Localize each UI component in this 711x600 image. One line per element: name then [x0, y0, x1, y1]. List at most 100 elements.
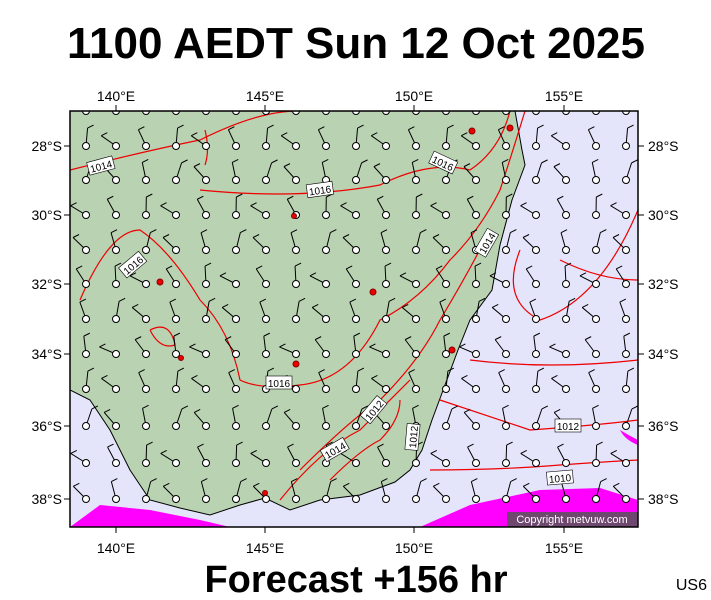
wind-barb	[451, 405, 459, 410]
run-code: US6	[676, 577, 707, 594]
station	[232, 385, 240, 393]
wind-barb	[287, 195, 294, 200]
station	[352, 211, 360, 219]
wind-barb	[537, 367, 545, 372]
station	[442, 280, 450, 288]
wind-barb	[259, 298, 267, 303]
station	[502, 350, 510, 358]
wind-barb	[478, 297, 486, 302]
station	[622, 211, 630, 219]
station	[232, 176, 240, 184]
station	[442, 422, 450, 430]
wind-barb	[73, 482, 80, 487]
station	[112, 422, 120, 430]
station	[232, 142, 240, 150]
station	[472, 211, 480, 219]
station	[382, 350, 390, 358]
station	[412, 350, 420, 358]
wind-barb	[114, 111, 116, 112]
station	[502, 280, 510, 288]
station	[592, 246, 600, 254]
wind-barb	[588, 126, 595, 131]
wind-barb	[235, 111, 236, 112]
wind-barb	[369, 343, 376, 348]
wind-barb	[173, 90, 179, 93]
isobar-label-box	[474, 227, 500, 258]
wind-barb	[169, 298, 177, 303]
station	[352, 350, 360, 358]
station	[202, 246, 210, 254]
station	[82, 350, 90, 358]
wind-barb	[201, 478, 208, 483]
station	[202, 315, 210, 323]
station	[412, 211, 420, 219]
station	[202, 211, 210, 219]
station	[262, 315, 270, 323]
wind-barb	[498, 126, 505, 131]
station	[442, 385, 450, 393]
station	[82, 422, 90, 430]
wind-barb	[330, 229, 337, 233]
station	[232, 111, 240, 115]
wind-barb	[165, 265, 173, 270]
wind-barb	[129, 272, 137, 277]
wind-barb	[430, 202, 437, 207]
lat-label: 36°S	[31, 418, 62, 434]
station	[172, 350, 180, 358]
wind-barb	[110, 229, 118, 234]
isobar-value: 1016	[308, 184, 332, 198]
isobar-label-box	[118, 250, 148, 279]
wind-barb	[134, 336, 142, 341]
wind-barb	[525, 265, 533, 270]
wind-barb	[107, 443, 114, 448]
station	[472, 111, 480, 115]
wind-barb	[522, 234, 530, 238]
wind-barb	[221, 303, 229, 308]
lon-label: 155°E	[545, 88, 583, 104]
wind-barb	[236, 193, 243, 198]
station	[442, 459, 450, 467]
station	[562, 246, 570, 254]
wind-barb	[533, 332, 541, 337]
wind-barb	[107, 195, 114, 200]
wind-barb	[146, 193, 153, 198]
station	[502, 111, 510, 115]
wind-barb	[625, 111, 626, 112]
wind-barb	[557, 443, 564, 448]
wind-barb	[420, 478, 427, 483]
station	[262, 280, 270, 288]
wind-barb	[83, 90, 89, 93]
station	[532, 176, 540, 184]
station	[382, 422, 390, 430]
wind-barb	[325, 111, 326, 112]
wind-barb	[345, 265, 353, 270]
lat-label: 32°S	[31, 276, 62, 292]
wind-barb	[283, 408, 291, 413]
wind-barb	[315, 94, 321, 97]
station	[202, 459, 210, 467]
wind-barb	[432, 234, 440, 238]
wind-barb	[523, 482, 530, 487]
station	[202, 495, 210, 503]
station	[262, 142, 270, 150]
station	[172, 459, 180, 467]
wind-barb	[267, 124, 274, 129]
lat-label: 38°S	[648, 491, 679, 507]
station	[352, 280, 360, 288]
station	[502, 176, 510, 184]
station	[82, 315, 90, 323]
wind-barb	[79, 298, 87, 303]
wind-barb	[595, 111, 596, 112]
wind-barb	[579, 272, 587, 277]
wind-barb	[596, 441, 603, 446]
station	[112, 280, 120, 288]
wind-barb	[627, 367, 635, 372]
station	[382, 495, 390, 503]
station	[592, 459, 600, 467]
wind-barb	[381, 478, 388, 483]
wind-barb	[588, 369, 595, 374]
wind-barb	[463, 408, 471, 413]
wind-barb	[535, 111, 536, 112]
station	[412, 495, 420, 503]
isobar-label: 1016	[305, 180, 335, 198]
